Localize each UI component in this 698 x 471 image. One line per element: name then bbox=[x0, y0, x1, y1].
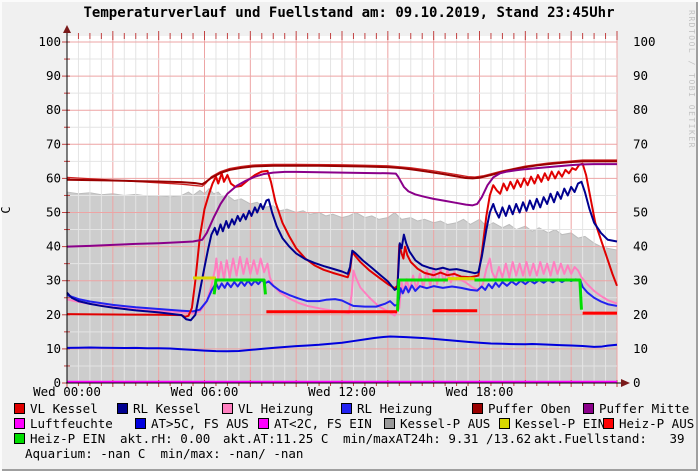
y-tick-label-left: 30 bbox=[46, 273, 61, 288]
legend-stat: min/maxAT24h: 9.31 /13.62 bbox=[343, 431, 532, 446]
legend-label: Kessel-P EIN bbox=[515, 416, 606, 431]
legend-swatch-icon bbox=[583, 403, 594, 414]
y-tick-label-right: 20 bbox=[633, 307, 648, 322]
legend-label: Puffer Mitte bbox=[599, 401, 690, 416]
legend-label: akt.AT:11.25 C bbox=[223, 431, 329, 446]
legend-item: Heiz-P EIN bbox=[14, 431, 106, 446]
y-tick-label-right: 0 bbox=[633, 375, 641, 390]
legend-label: Aquarium: -nan C min/max: -nan/ -nan bbox=[25, 446, 304, 461]
y-tick-label-right: 30 bbox=[633, 273, 648, 288]
y-axis-arrow-icon bbox=[63, 25, 71, 33]
legend-item: AT>5C, FS AUS bbox=[135, 416, 249, 431]
legend-label: RL Kessel bbox=[133, 401, 201, 416]
legend-stat: akt.AT:11.25 C bbox=[223, 431, 329, 446]
y-tick-label-left: 90 bbox=[46, 68, 61, 83]
legend-item: RL Heizung bbox=[341, 401, 433, 416]
legend-item: AT<2C, FS EIN bbox=[258, 416, 372, 431]
legend-stat: Aquarium: -nan C min/max: -nan/ -nan bbox=[25, 446, 304, 461]
legend-stat: akt.Fuellstand: 39 bbox=[534, 431, 685, 446]
legend-swatch-icon bbox=[472, 403, 483, 414]
legend-stat: akt.rH: 0.00 bbox=[120, 431, 211, 446]
series-line bbox=[395, 278, 448, 312]
legend-label: AT<2C, FS EIN bbox=[274, 416, 372, 431]
y-tick-label-left: 50 bbox=[46, 205, 61, 220]
legend-item: Luftfeuchte bbox=[14, 416, 113, 431]
x-axis-arrow-icon bbox=[621, 379, 630, 387]
y-tick-label-right: 70 bbox=[633, 136, 648, 151]
legend-label: RL Heizung bbox=[357, 401, 433, 416]
legend-swatch-icon bbox=[14, 403, 25, 414]
legend-label: AT>5C, FS AUS bbox=[151, 416, 249, 431]
x-tick-label: Wed 18:00 bbox=[446, 384, 514, 399]
series-line bbox=[66, 163, 617, 248]
page-title: Temperaturverlauf und Fuellstand am: 09.… bbox=[83, 5, 615, 21]
legend-label: akt.rH: 0.00 bbox=[120, 431, 211, 446]
legend-label: min/maxAT24h: 9.31 /13.62 bbox=[343, 431, 532, 446]
series-line bbox=[66, 180, 618, 322]
legend-item: Puffer Oben bbox=[472, 401, 571, 416]
y-tick-label-right: 40 bbox=[633, 239, 648, 254]
legend-swatch-icon bbox=[258, 418, 269, 429]
legend-item: VL Heizung bbox=[222, 401, 314, 416]
series-line bbox=[474, 278, 583, 310]
legend-swatch-icon bbox=[384, 418, 395, 429]
legend-label: akt.Fuellstand: 39 bbox=[534, 431, 685, 446]
y-axis-unit-label: C bbox=[0, 206, 13, 213]
x-tick-label: Wed 00:00 bbox=[33, 384, 101, 399]
series-line bbox=[212, 278, 267, 295]
legend-label: VL Heizung bbox=[238, 401, 314, 416]
x-tick-label: Wed 12:00 bbox=[308, 384, 376, 399]
legend-swatch-icon bbox=[117, 403, 128, 414]
y-tick-label-right: 10 bbox=[633, 341, 648, 356]
legend-item: Kessel-P AUS bbox=[384, 416, 491, 431]
legend-label: Luftfeuchte bbox=[30, 416, 113, 431]
series-line bbox=[66, 255, 618, 317]
legend-swatch-icon bbox=[14, 418, 25, 429]
legend-label: Heiz-P AUS bbox=[619, 416, 695, 431]
y-tick-label-right: 80 bbox=[633, 102, 648, 117]
y-tick-label-left: 10 bbox=[46, 341, 61, 356]
series-line bbox=[66, 160, 617, 186]
legend-swatch-icon bbox=[341, 403, 352, 414]
y-tick-label-right: 60 bbox=[633, 170, 648, 185]
x-tick-label: Wed 06:00 bbox=[171, 384, 239, 399]
legend-swatch-icon bbox=[222, 403, 233, 414]
legend-label: VL Kessel bbox=[30, 401, 98, 416]
y-tick-label-left: 80 bbox=[46, 102, 61, 117]
y-tick-label-right: 100 bbox=[633, 34, 656, 49]
y-tick-label-left: 100 bbox=[38, 34, 61, 49]
legend-label: Puffer Oben bbox=[488, 401, 571, 416]
legend-item: Heiz-P AUS bbox=[603, 416, 695, 431]
y-tick-label-left: 70 bbox=[46, 136, 61, 151]
y-tick-label-right: 90 bbox=[633, 68, 648, 83]
legend-label: Kessel-P AUS bbox=[400, 416, 491, 431]
watermark: RRDTOOL / TOBI OETIKER bbox=[687, 10, 696, 149]
y-tick-label-right: 50 bbox=[633, 205, 648, 220]
y-tick-label-left: 60 bbox=[46, 170, 61, 185]
legend-label: Heiz-P EIN bbox=[30, 431, 106, 446]
y-tick-label-left: 20 bbox=[46, 307, 61, 322]
legend-swatch-icon bbox=[135, 418, 146, 429]
legend-item: RL Kessel bbox=[117, 401, 201, 416]
series-line bbox=[66, 335, 618, 353]
series-line bbox=[66, 162, 618, 318]
legend-item: Kessel-P EIN bbox=[499, 416, 606, 431]
legend-swatch-icon bbox=[14, 433, 25, 444]
legend-swatch-icon bbox=[499, 418, 510, 429]
legend-item: Puffer Mitte bbox=[583, 401, 690, 416]
legend-item: VL Kessel bbox=[14, 401, 98, 416]
legend-swatch-icon bbox=[603, 418, 614, 429]
y-tick-label-left: 40 bbox=[46, 239, 61, 254]
y-tick-label-left: 0 bbox=[53, 375, 61, 390]
